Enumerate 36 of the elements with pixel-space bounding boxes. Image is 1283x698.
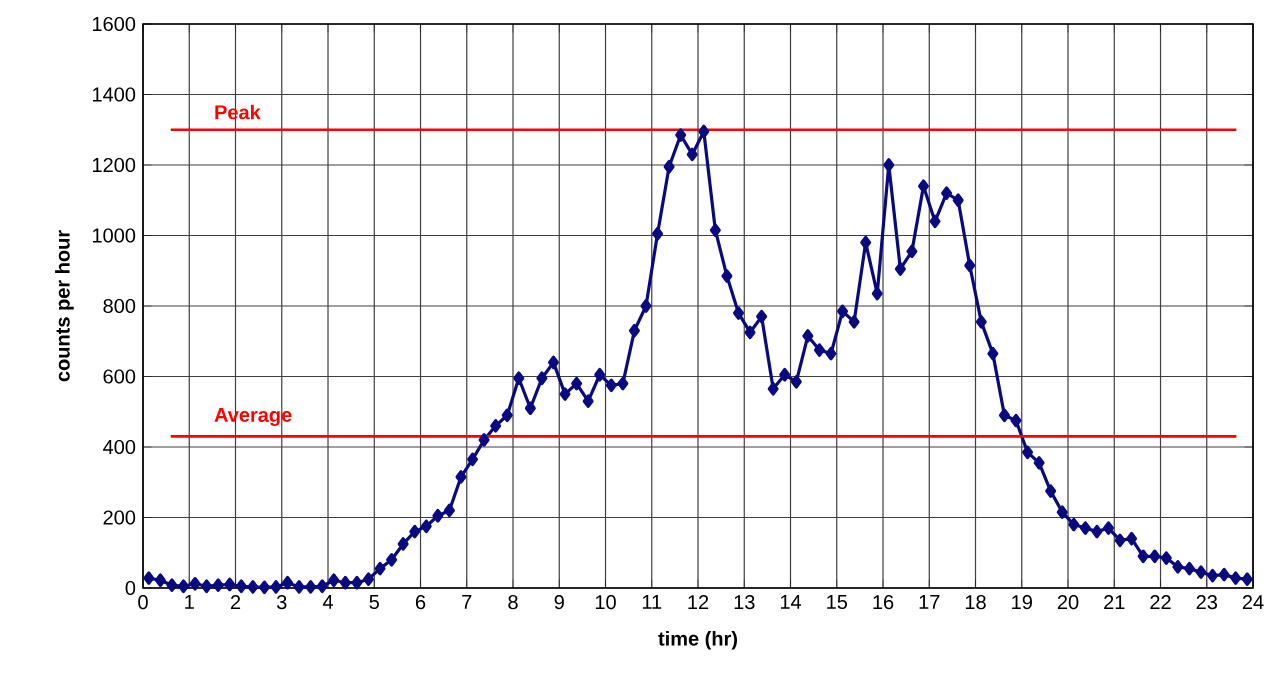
y-tick-label: 600 [103, 369, 136, 384]
y-tick-label: 200 [103, 510, 136, 525]
x-tick-label: 14 [780, 595, 802, 609]
x-tick-label: 7 [462, 595, 472, 609]
x-tick-label: 10 [595, 595, 616, 610]
y-tick-label: 0 [125, 580, 136, 596]
x-tick-label: 16 [873, 595, 894, 610]
x-tick-label: 2 [230, 595, 241, 610]
x-tick-label: 11 [642, 595, 662, 609]
x-tick-label: 22 [1150, 595, 1171, 610]
x-tick-label: 20 [1057, 595, 1079, 610]
x-axis-title: time (hr) [658, 630, 738, 650]
x-tick-label: 8 [508, 595, 518, 610]
x-tick-label: 13 [734, 595, 755, 610]
x-tick-label: 12 [688, 595, 709, 610]
y-tick-label: 1000 [92, 228, 136, 243]
x-tick-label: 17 [919, 595, 940, 609]
x-tick-label: 23 [1196, 595, 1218, 610]
y-tick-label: 1400 [92, 87, 136, 102]
x-tick-label: 18 [965, 595, 986, 610]
x-tick-label: 9 [554, 595, 564, 610]
y-tick-label: 1600 [92, 16, 136, 32]
x-tick-label: 6 [415, 595, 426, 610]
x-tick-label: 24 [1242, 595, 1264, 610]
y-tick-label: 1200 [92, 157, 136, 173]
y-tick-label: 800 [103, 298, 136, 314]
x-tick-label: 0 [138, 595, 148, 610]
x-tick-label: 15 [827, 595, 848, 610]
x-tick-label: 1 [185, 595, 194, 609]
x-tick-label: 5 [369, 595, 379, 610]
y-axis-title: counts per hour [55, 230, 74, 382]
x-tick-label: 3 [276, 595, 287, 610]
y-tick-label: 400 [103, 439, 136, 455]
x-tick-label: 21 [1104, 595, 1125, 610]
x-tick-label: 4 [322, 595, 333, 609]
x-tick-label: 19 [1012, 595, 1032, 610]
